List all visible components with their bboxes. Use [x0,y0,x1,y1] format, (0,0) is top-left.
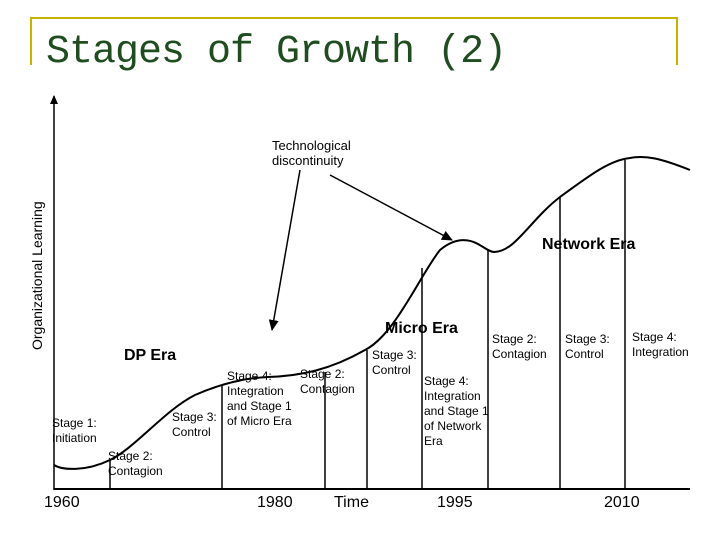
growth-curve [53,155,691,470]
stage-label-dp-2: Stage 2: Contagion [108,449,163,478]
stage-label-micro-4: Stage 4: Integration and Stage 1 of Netw… [424,374,489,448]
stage-label-micro-3: Stage 3: Control [372,348,417,377]
era-label-micro: Micro Era [385,320,458,337]
discontinuity-arrow-left [268,169,301,331]
discontinuity-arrow-right [329,174,453,241]
stage-label-net-4: Stage 4: Integration [632,330,689,359]
stage-label-net-3: Stage 3: Control [565,332,610,361]
frame-left-line [30,17,32,65]
stage-label-dp-4: Stage 4: Integration and Stage 1 of Micr… [227,369,292,428]
era-label-dp: DP Era [124,347,177,364]
x-label-1960: 1960 [44,494,80,511]
stage-label-net-2: Stage 2: Contagion [492,332,547,361]
x-label-time: Time [334,494,369,511]
era-label-network: Network Era [542,236,636,253]
x-label-1995: 1995 [437,494,473,511]
x-label-1980: 1980 [257,494,293,511]
frame-top-line [30,17,678,19]
stage-label-micro-2: Stage 2: Contagion [300,367,355,396]
annotation-technological-discontinuity: Technological discontinuity [272,138,351,168]
stage-label-dp-3: Stage 3: Control [172,410,217,439]
x-label-2010: 2010 [604,494,640,511]
stage-label-dp-1: Stage 1: Initiation [52,416,97,445]
y-axis-label: Organizational Learning [29,201,45,350]
slide-title: Stages of Growth (2) [46,30,507,75]
frame-right-line [676,17,678,65]
